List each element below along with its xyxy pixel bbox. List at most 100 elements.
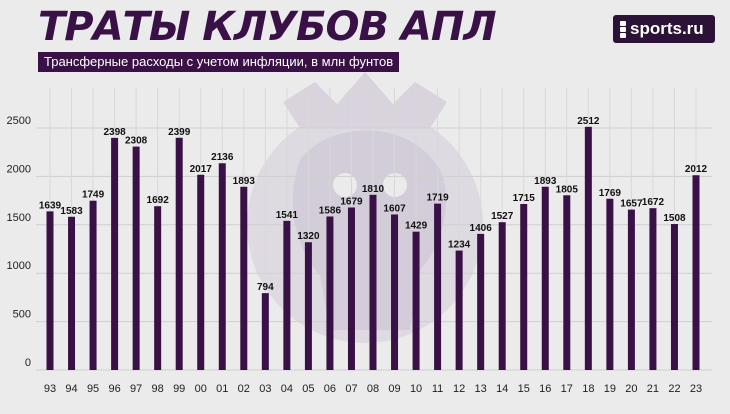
x-tick-label: 05 xyxy=(302,383,314,395)
bar xyxy=(68,216,76,370)
bar xyxy=(347,207,355,370)
data-label: 2017 xyxy=(190,164,213,175)
bar xyxy=(692,175,700,370)
bar xyxy=(261,293,269,370)
x-tick-label: 15 xyxy=(518,383,530,395)
x-tick-label: 93 xyxy=(44,383,56,395)
brand-name: sports.ru xyxy=(630,19,704,38)
data-label: 1320 xyxy=(297,231,320,242)
data-label: 2308 xyxy=(125,136,148,147)
bar xyxy=(627,209,635,370)
bar xyxy=(369,194,377,370)
bar xyxy=(606,198,614,370)
bar xyxy=(326,216,334,370)
data-label: 1639 xyxy=(39,200,62,211)
x-tick-label: 97 xyxy=(130,383,142,395)
x-tick-label: 04 xyxy=(281,383,293,395)
data-label: 1679 xyxy=(340,196,363,207)
data-label: 1508 xyxy=(663,213,686,224)
data-label: 1749 xyxy=(82,190,105,201)
data-label: 1893 xyxy=(233,176,256,187)
data-label: 1541 xyxy=(276,210,299,221)
data-label: 1607 xyxy=(383,203,406,214)
x-tick-label: 94 xyxy=(65,383,77,395)
data-label: 1810 xyxy=(362,184,385,195)
x-tick-label: 23 xyxy=(690,383,702,395)
y-tick-label: 500 xyxy=(13,309,31,321)
data-label: 2398 xyxy=(103,127,126,138)
x-tick-label: 09 xyxy=(388,383,400,395)
bar xyxy=(283,220,291,370)
data-label: 1805 xyxy=(556,184,579,195)
y-tick-label: 0 xyxy=(25,357,31,369)
x-tick-label: 00 xyxy=(195,383,207,395)
bar xyxy=(412,231,420,370)
data-label: 2399 xyxy=(168,127,191,138)
data-label: 1406 xyxy=(470,223,493,234)
bar xyxy=(89,200,97,370)
x-tick-label: 21 xyxy=(647,383,659,395)
x-tick-label: 20 xyxy=(625,383,637,395)
bar xyxy=(498,222,506,370)
data-label: 2012 xyxy=(685,164,708,175)
data-label: 1715 xyxy=(513,193,536,204)
data-label: 2136 xyxy=(211,152,234,163)
y-tick-label: 2000 xyxy=(7,163,31,175)
x-tick-label: 19 xyxy=(604,383,616,395)
data-label: 2512 xyxy=(577,116,600,127)
x-tick-label: 99 xyxy=(173,383,185,395)
y-tick-label: 1500 xyxy=(7,212,31,224)
x-tick-label: 14 xyxy=(496,383,508,395)
x-tick-label: 01 xyxy=(216,383,228,395)
brand-logo: sports.ru xyxy=(613,15,715,43)
x-tick-label: 22 xyxy=(668,383,680,395)
bar xyxy=(218,163,226,370)
x-tick-label: 11 xyxy=(432,383,443,395)
data-label: 1234 xyxy=(448,240,471,251)
sports-ru-logo-icon xyxy=(620,21,626,38)
x-tick-label: 96 xyxy=(108,383,120,395)
data-label: 1719 xyxy=(426,193,449,204)
x-tick-label: 03 xyxy=(259,383,271,395)
data-label: 1672 xyxy=(642,197,665,208)
bar xyxy=(240,186,248,370)
bar xyxy=(46,211,54,370)
x-tick-label: 08 xyxy=(367,383,379,395)
x-tick-label: 16 xyxy=(539,383,551,395)
x-tick-label: 18 xyxy=(582,383,594,395)
y-tick-label: 1000 xyxy=(7,260,31,272)
bar xyxy=(154,206,162,370)
y-tick-label: 2500 xyxy=(7,115,31,127)
data-label: 1586 xyxy=(319,205,342,216)
x-tick-label: 07 xyxy=(345,383,357,395)
data-label: 1527 xyxy=(491,211,514,222)
data-label: 1893 xyxy=(534,176,557,187)
data-label: 1692 xyxy=(147,195,170,206)
premier-league-lion-icon xyxy=(247,72,483,343)
chart-title: ТРАТЫ КЛУБОВ АПЛ xyxy=(38,4,497,50)
x-tick-label: 17 xyxy=(561,383,573,395)
x-tick-label: 12 xyxy=(453,383,465,395)
bar xyxy=(649,208,657,370)
x-tick-label: 02 xyxy=(238,383,250,395)
bar xyxy=(175,137,183,370)
data-label: 794 xyxy=(257,282,274,293)
bar xyxy=(455,250,463,370)
x-tick-label: 10 xyxy=(410,383,422,395)
bar xyxy=(111,137,119,370)
x-tick-label: 06 xyxy=(324,383,336,395)
x-tick-label: 13 xyxy=(475,383,487,395)
data-label: 1769 xyxy=(599,188,622,199)
bar xyxy=(434,203,442,370)
bar xyxy=(477,233,485,370)
chart-subtitle: Трансферные расходы с учетом инфляции, в… xyxy=(38,52,400,72)
x-tick-label: 95 xyxy=(87,383,99,395)
bar xyxy=(670,224,678,370)
bar xyxy=(391,214,399,370)
bar xyxy=(304,242,312,370)
data-label: 1429 xyxy=(405,221,428,232)
bar xyxy=(520,203,528,370)
x-tick-label: 98 xyxy=(152,383,164,395)
bar xyxy=(197,174,205,370)
